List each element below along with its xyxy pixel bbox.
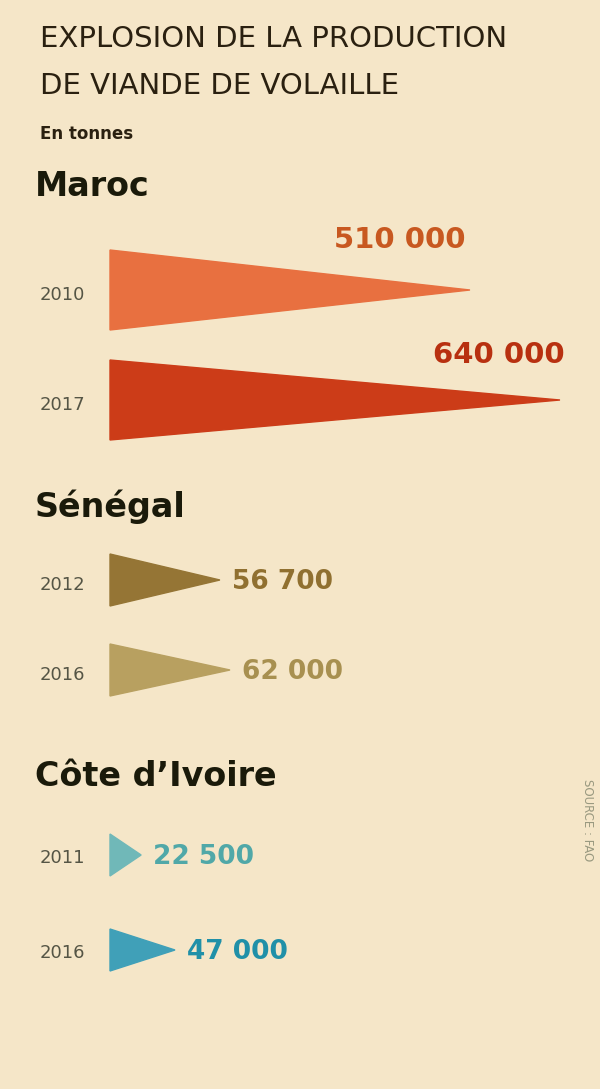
- Text: 2016: 2016: [40, 666, 86, 684]
- Text: 2010: 2010: [40, 286, 85, 304]
- Text: EXPLOSION DE LA PRODUCTION: EXPLOSION DE LA PRODUCTION: [40, 25, 507, 53]
- Text: 62 000: 62 000: [242, 659, 343, 685]
- Text: Sénégal: Sénégal: [35, 490, 186, 525]
- Text: SOURCE : FAO: SOURCE : FAO: [581, 779, 595, 861]
- Text: DE VIANDE DE VOLAILLE: DE VIANDE DE VOLAILLE: [40, 72, 399, 100]
- Text: 2012: 2012: [40, 576, 86, 594]
- Text: 640 000: 640 000: [433, 341, 565, 369]
- Polygon shape: [110, 929, 175, 971]
- Text: Côte d’Ivoire: Côte d’Ivoire: [35, 760, 277, 793]
- Text: 56 700: 56 700: [232, 568, 333, 595]
- Polygon shape: [110, 250, 470, 330]
- Text: 510 000: 510 000: [334, 227, 465, 254]
- Text: 2011: 2011: [40, 849, 86, 867]
- Polygon shape: [110, 834, 141, 876]
- Text: 2017: 2017: [40, 396, 86, 414]
- Text: 22 500: 22 500: [153, 844, 254, 870]
- Text: En tonnes: En tonnes: [40, 125, 133, 143]
- Text: 47 000: 47 000: [187, 939, 288, 965]
- Polygon shape: [110, 644, 230, 696]
- Polygon shape: [110, 554, 220, 605]
- Text: Maroc: Maroc: [35, 170, 150, 203]
- Polygon shape: [110, 360, 560, 440]
- Text: 2016: 2016: [40, 944, 86, 962]
